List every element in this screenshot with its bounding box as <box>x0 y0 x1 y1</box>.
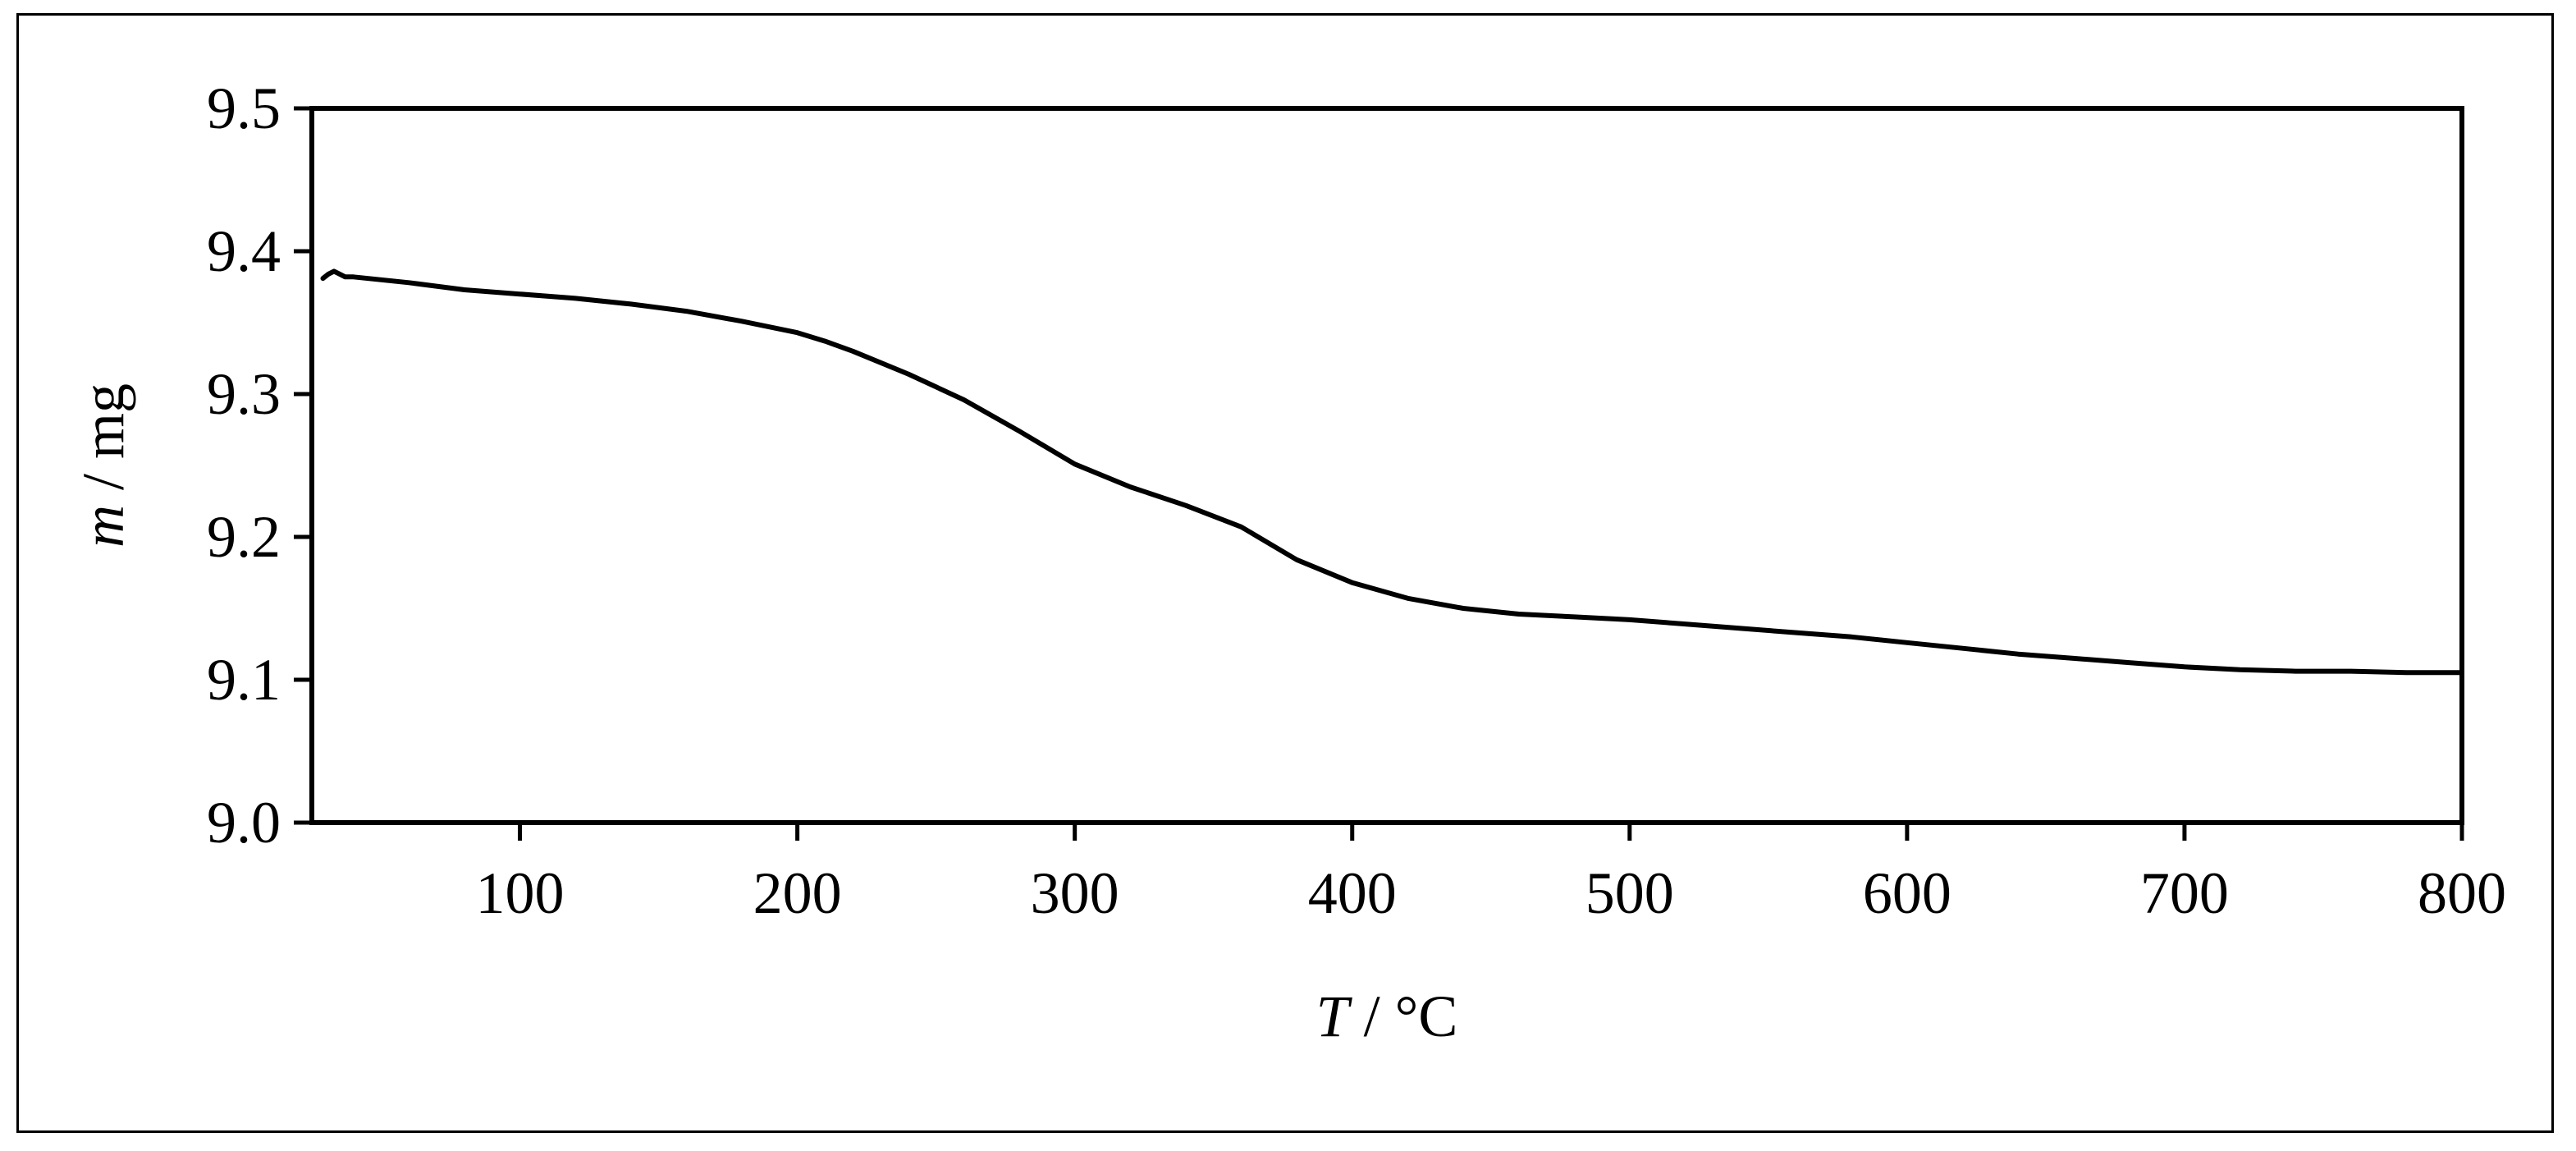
x-tick-label: 600 <box>1863 860 1951 926</box>
figure-frame <box>16 13 2554 1133</box>
x-axis-label: T / °C <box>1316 984 1458 1049</box>
y-tick-label: 9.4 <box>207 218 281 284</box>
y-tick-label: 9.0 <box>207 790 281 855</box>
x-axis-ticks: 100 200 300 400 500 600 700 800 <box>476 823 2506 926</box>
y-tick-label: 9.3 <box>207 361 281 427</box>
y-axis-label: m / mg <box>71 383 136 548</box>
mass-series-line <box>320 268 2464 676</box>
x-tick-label: 100 <box>476 860 565 926</box>
y-tick-label: 9.2 <box>207 504 281 570</box>
x-tick-label: 500 <box>1585 860 1674 926</box>
x-tick-label: 200 <box>753 860 842 926</box>
x-tick-label: 700 <box>2140 860 2229 926</box>
y-tick-label: 9.1 <box>207 647 281 713</box>
y-tick-label: 9.5 <box>207 76 281 141</box>
plot-area-border <box>309 106 2464 825</box>
x-tick-label: 800 <box>2418 860 2506 926</box>
x-tick-label: 400 <box>1308 860 1397 926</box>
x-tick-label: 300 <box>1031 860 1119 926</box>
y-axis-ticks: 9.0 9.1 9.2 9.3 9.4 9.5 <box>207 76 312 855</box>
